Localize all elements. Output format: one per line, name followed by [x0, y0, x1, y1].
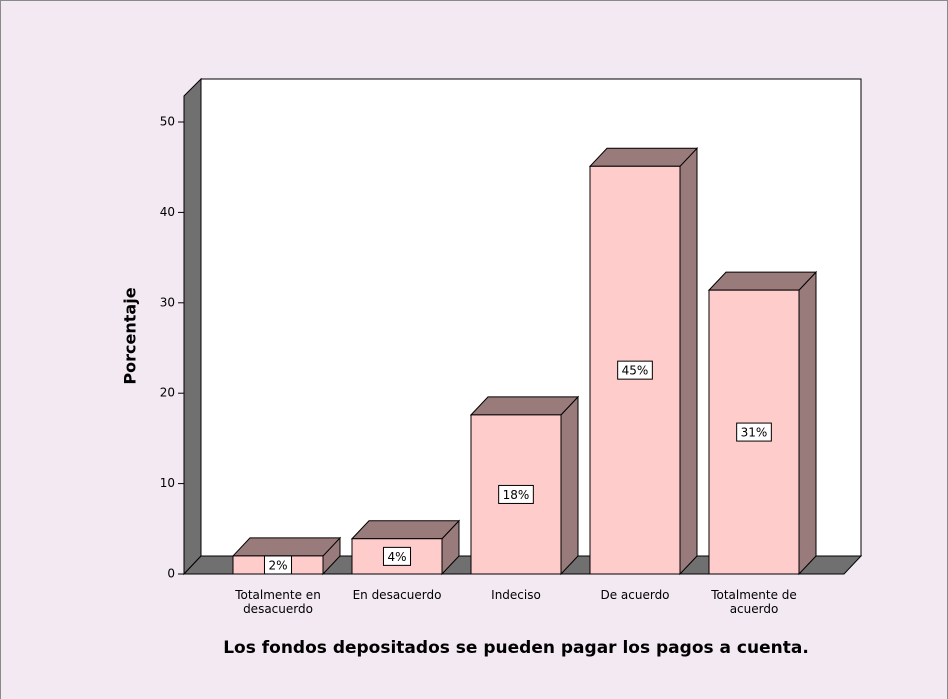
bar-top [707, 271, 818, 291]
bar-top [588, 147, 699, 167]
bar-top [231, 537, 342, 557]
value-label: 2% [268, 558, 287, 572]
y-tick-label: 0 [167, 567, 175, 581]
bar-top [469, 396, 580, 416]
bar-side [679, 147, 698, 576]
value-label-box [263, 555, 293, 575]
value-label: 4% [387, 550, 406, 564]
side-wall [183, 77, 202, 576]
value-label-box [382, 546, 412, 566]
x-tick-label: En desacuerdo [352, 588, 442, 602]
value-label: 18% [503, 488, 530, 502]
y-tick-label: 50 [160, 115, 175, 129]
y-tick-label: 30 [160, 295, 175, 309]
y-axis-title: Porcentaje [121, 287, 140, 384]
x-tick-label: Indeciso [491, 588, 541, 602]
value-label: 45% [622, 364, 649, 378]
bar-side [560, 395, 579, 576]
x-tick-label: Totalmente en desacuerdo [235, 588, 321, 616]
y-tick-label: 10 [160, 476, 175, 490]
x-axis-title: Los fondos depositados se pueden pagar l… [223, 638, 809, 658]
y-tick-label: 20 [160, 386, 175, 400]
bar-side [798, 270, 817, 576]
bar-top [350, 520, 461, 540]
value-label: 31% [741, 426, 768, 440]
y-tick-label: 40 [160, 205, 175, 219]
value-label-box [498, 484, 534, 504]
x-tick-label: Totalmente de acuerdo [711, 588, 797, 616]
value-label-box [736, 422, 772, 442]
x-tick-label: De acuerdo [600, 588, 670, 602]
value-label-box [617, 360, 653, 380]
